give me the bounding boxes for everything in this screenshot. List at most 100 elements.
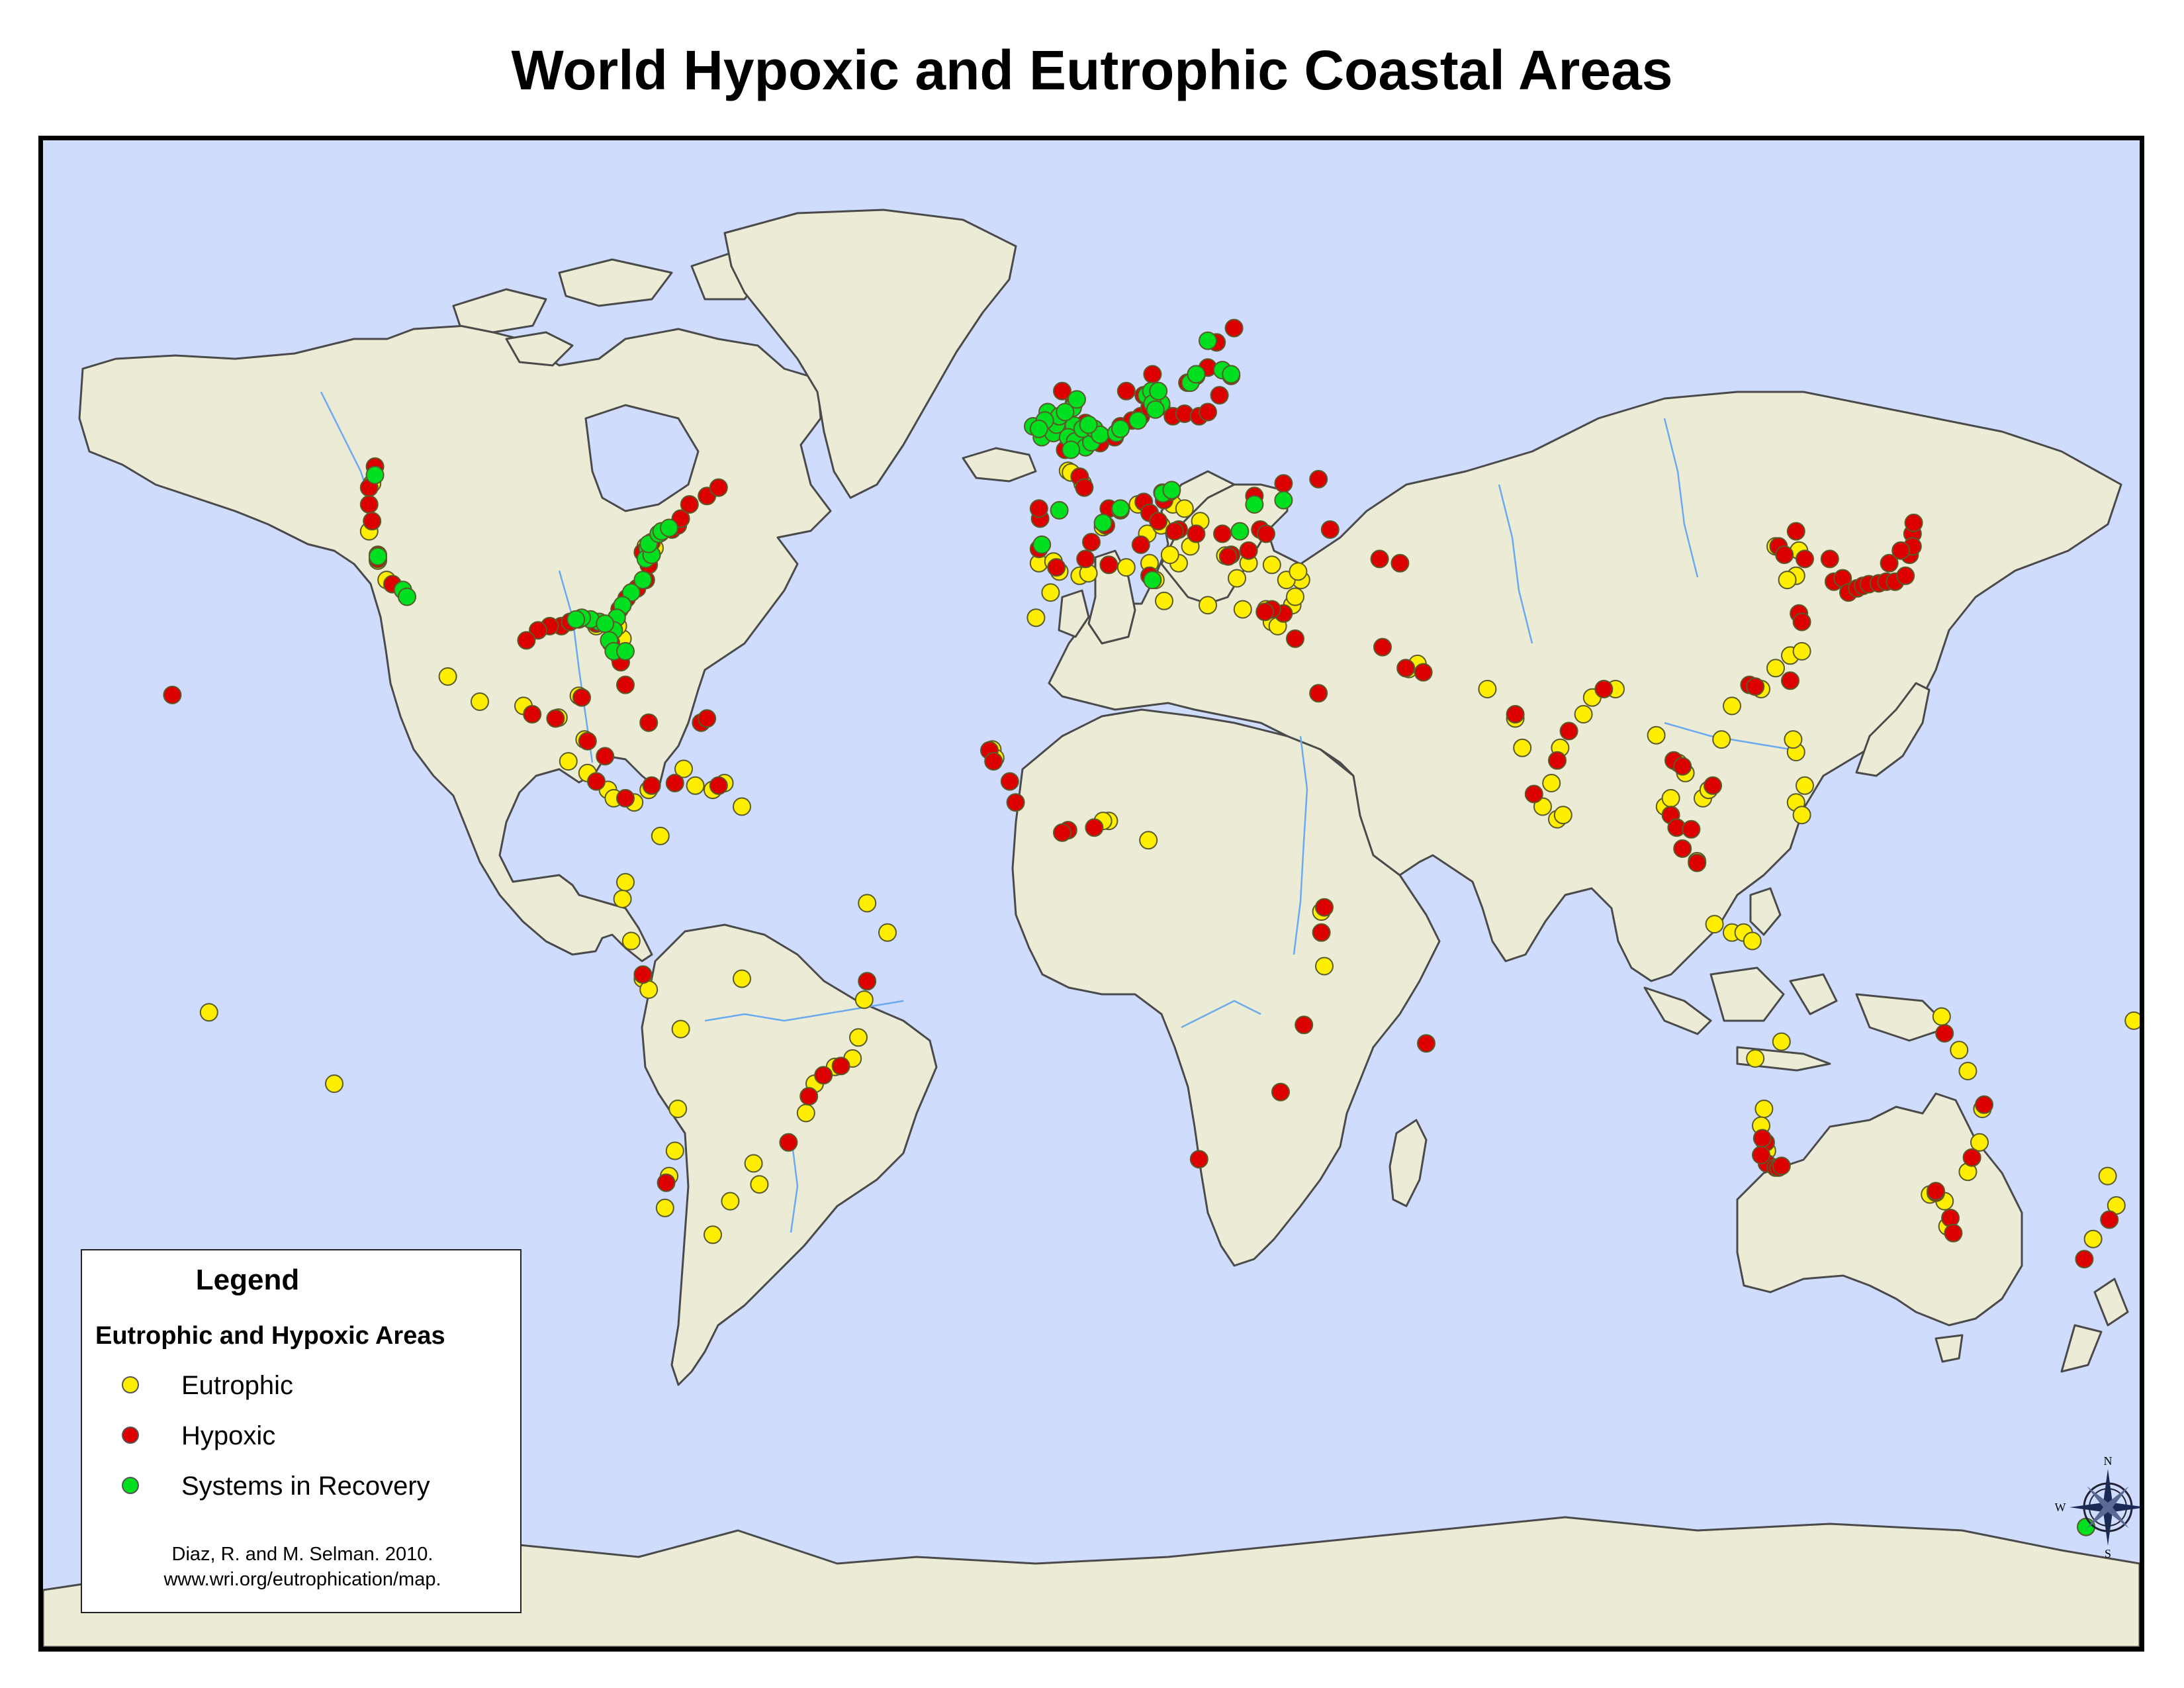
eutrophic-site-marker[interactable]: [1233, 600, 1252, 619]
eutrophic-site-marker[interactable]: [1155, 591, 1173, 610]
eutrophic-site-marker[interactable]: [655, 1198, 674, 1217]
hypoxic-site-marker[interactable]: [1688, 853, 1707, 872]
hypoxic-site-marker[interactable]: [1085, 818, 1104, 837]
hypoxic-site-marker[interactable]: [1559, 722, 1578, 741]
hypoxic-site-marker[interactable]: [616, 675, 635, 694]
hypoxic-site-marker[interactable]: [1373, 637, 1392, 657]
recovery-site-marker[interactable]: [616, 641, 635, 661]
hypoxic-site-marker[interactable]: [1312, 923, 1331, 942]
eutrophic-site-marker[interactable]: [621, 931, 641, 951]
hypoxic-site-marker[interactable]: [1414, 663, 1433, 682]
hypoxic-site-marker[interactable]: [1320, 520, 1340, 539]
eutrophic-site-marker[interactable]: [1647, 726, 1666, 745]
hypoxic-site-marker[interactable]: [1075, 478, 1094, 497]
eutrophic-site-marker[interactable]: [674, 759, 693, 778]
hypoxic-site-marker[interactable]: [698, 709, 717, 728]
hypoxic-site-marker[interactable]: [1116, 381, 1136, 400]
map-frame[interactable]: N S E W: [38, 136, 2144, 1652]
eutrophic-site-marker[interactable]: [1661, 788, 1680, 808]
world-map[interactable]: [43, 140, 2140, 1647]
hypoxic-site-marker[interactable]: [1271, 1082, 1290, 1102]
hypoxic-site-marker[interactable]: [1295, 1015, 1314, 1035]
hypoxic-site-marker[interactable]: [1941, 1209, 1960, 1227]
hypoxic-site-marker[interactable]: [1053, 823, 1071, 842]
recovery-site-marker[interactable]: [660, 518, 678, 538]
recovery-site-marker[interactable]: [1079, 415, 1098, 434]
eutrophic-site-marker[interactable]: [1796, 776, 1814, 795]
eutrophic-site-marker[interactable]: [559, 752, 578, 771]
eutrophic-site-marker[interactable]: [1772, 1032, 1791, 1051]
eutrophic-site-marker[interactable]: [733, 797, 751, 816]
hypoxic-site-marker[interactable]: [1786, 522, 1805, 541]
hypoxic-site-marker[interactable]: [858, 972, 877, 991]
eutrophic-site-marker[interactable]: [1754, 1100, 1774, 1119]
eutrophic-site-marker[interactable]: [2124, 1011, 2140, 1030]
hypoxic-site-marker[interactable]: [163, 685, 182, 704]
hypoxic-site-marker[interactable]: [1746, 677, 1765, 696]
eutrophic-site-marker[interactable]: [1705, 915, 1724, 934]
eutrophic-site-marker[interactable]: [849, 1028, 868, 1047]
hypoxic-site-marker[interactable]: [1187, 524, 1206, 543]
eutrophic-site-marker[interactable]: [854, 990, 874, 1009]
hypoxic-site-marker[interactable]: [1594, 680, 1614, 698]
eutrophic-site-marker[interactable]: [1950, 1041, 1969, 1060]
hypoxic-site-marker[interactable]: [831, 1056, 850, 1076]
hypoxic-site-marker[interactable]: [1149, 512, 1168, 531]
hypoxic-site-marker[interactable]: [1896, 566, 1915, 585]
eutrophic-site-marker[interactable]: [1766, 659, 1785, 678]
eutrophic-site-marker[interactable]: [1932, 1007, 1951, 1026]
recovery-site-marker[interactable]: [1050, 500, 1069, 520]
hypoxic-site-marker[interactable]: [546, 709, 565, 728]
eutrophic-site-marker[interactable]: [1970, 1133, 1989, 1152]
recovery-site-marker[interactable]: [1149, 381, 1168, 400]
hypoxic-site-marker[interactable]: [1315, 898, 1334, 917]
hypoxic-site-marker[interactable]: [1548, 751, 1567, 770]
recovery-site-marker[interactable]: [1162, 481, 1181, 500]
eutrophic-site-marker[interactable]: [1746, 1049, 1765, 1068]
hypoxic-site-marker[interactable]: [1213, 524, 1232, 543]
hypoxic-site-marker[interactable]: [1682, 820, 1701, 839]
hypoxic-site-marker[interactable]: [1935, 1024, 1954, 1043]
eutrophic-site-marker[interactable]: [750, 1175, 769, 1194]
hypoxic-site-marker[interactable]: [799, 1087, 819, 1106]
hypoxic-site-marker[interactable]: [1255, 602, 1275, 622]
eutrophic-site-marker[interactable]: [858, 894, 877, 913]
eutrophic-site-marker[interactable]: [1958, 1062, 1978, 1080]
hypoxic-site-marker[interactable]: [984, 752, 1003, 771]
eutrophic-site-marker[interactable]: [1228, 569, 1246, 588]
recovery-site-marker[interactable]: [1029, 419, 1048, 438]
eutrophic-site-marker[interactable]: [651, 826, 670, 845]
recovery-site-marker[interactable]: [1146, 400, 1165, 419]
recovery-site-marker[interactable]: [1187, 365, 1206, 384]
eutrophic-site-marker[interactable]: [1026, 608, 1046, 628]
recovery-site-marker[interactable]: [1062, 440, 1081, 459]
eutrophic-site-marker[interactable]: [613, 890, 632, 908]
hypoxic-site-marker[interactable]: [1029, 499, 1048, 518]
eutrophic-site-marker[interactable]: [1041, 583, 1060, 602]
eutrophic-site-marker[interactable]: [2098, 1166, 2117, 1186]
eutrophic-site-marker[interactable]: [1199, 596, 1217, 615]
hypoxic-site-marker[interactable]: [1309, 684, 1328, 703]
eutrophic-site-marker[interactable]: [1712, 730, 1731, 749]
hypoxic-site-marker[interactable]: [2100, 1210, 2119, 1229]
eutrophic-site-marker[interactable]: [704, 1225, 722, 1244]
eutrophic-site-marker[interactable]: [2083, 1229, 2103, 1248]
hypoxic-site-marker[interactable]: [1390, 553, 1410, 573]
recovery-site-marker[interactable]: [596, 614, 615, 633]
eutrophic-site-marker[interactable]: [668, 1100, 688, 1119]
hypoxic-site-marker[interactable]: [1082, 533, 1101, 551]
hypoxic-site-marker[interactable]: [1904, 513, 1923, 532]
eutrophic-site-marker[interactable]: [1533, 797, 1552, 816]
hypoxic-site-marker[interactable]: [1189, 1150, 1208, 1169]
eutrophic-site-marker[interactable]: [1792, 641, 1811, 661]
hypoxic-site-marker[interactable]: [1165, 522, 1184, 541]
eutrophic-site-marker[interactable]: [733, 969, 751, 988]
hypoxic-site-marker[interactable]: [1796, 549, 1814, 569]
eutrophic-site-marker[interactable]: [1315, 957, 1334, 976]
hypoxic-site-marker[interactable]: [814, 1066, 833, 1085]
hypoxic-site-marker[interactable]: [1704, 776, 1722, 795]
hypoxic-site-marker[interactable]: [1210, 386, 1229, 405]
eutrophic-site-marker[interactable]: [721, 1192, 740, 1211]
hypoxic-site-marker[interactable]: [639, 713, 659, 732]
recovery-site-marker[interactable]: [365, 465, 385, 485]
